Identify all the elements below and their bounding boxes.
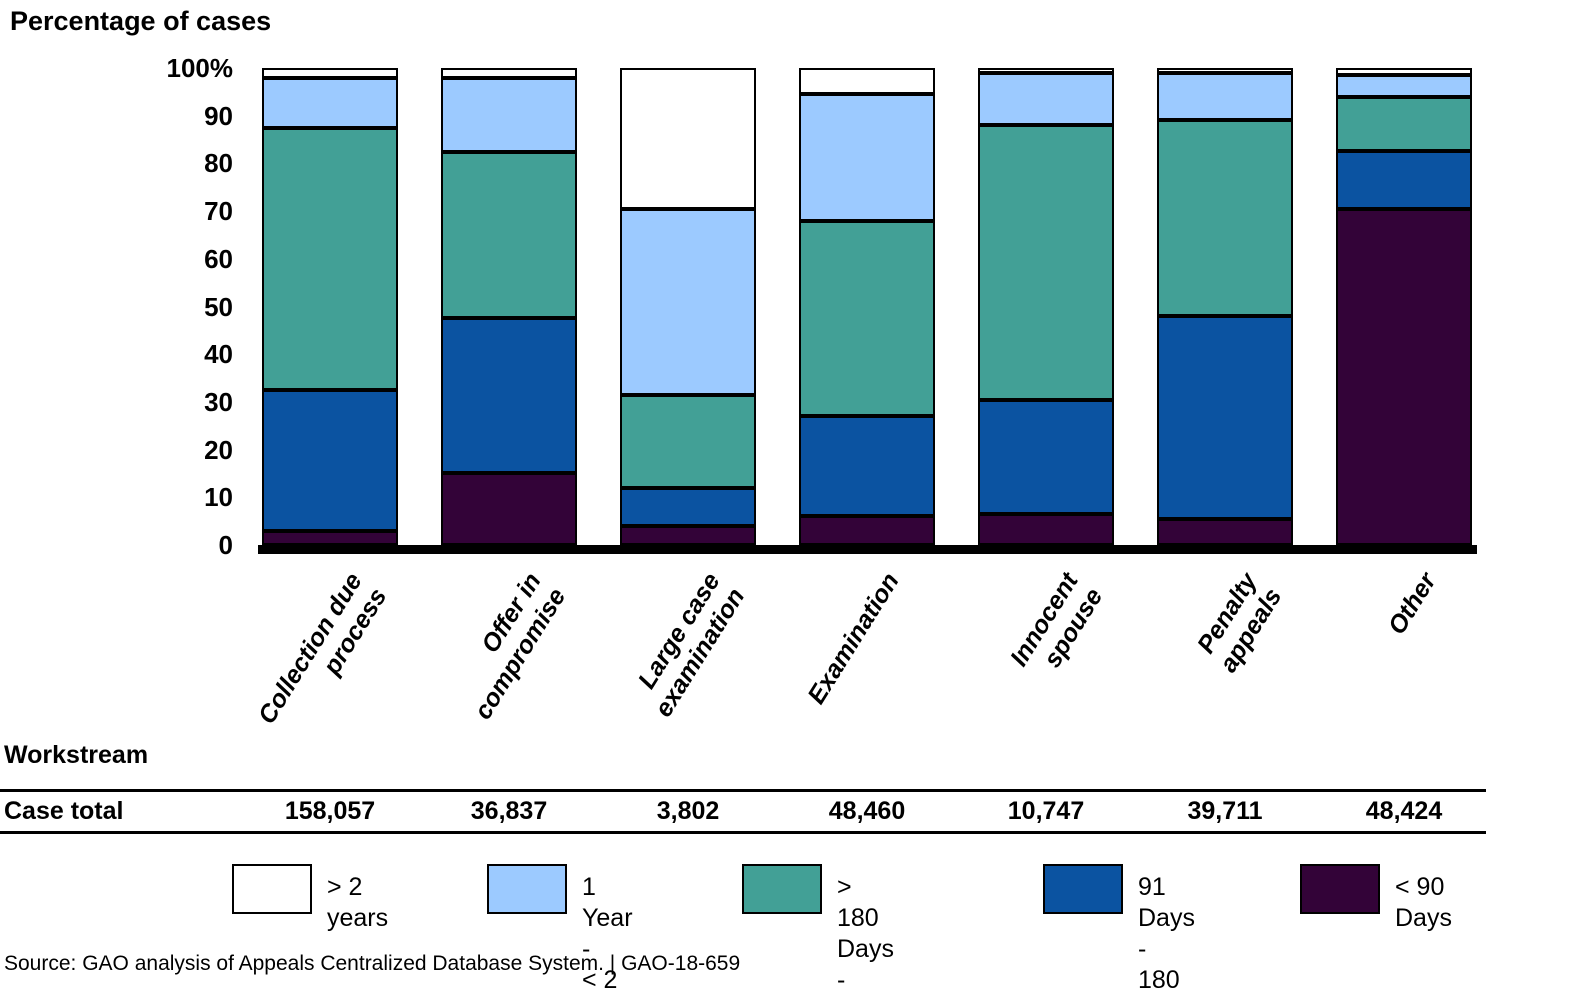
bar-segment: [262, 390, 398, 531]
bar-segment: [978, 72, 1114, 126]
bar-segment: [978, 68, 1114, 73]
legend-label: > 180 Days - 1 year: [837, 873, 894, 994]
case-total-row-header: Case total: [4, 797, 124, 825]
table-rule-top: [0, 789, 1486, 792]
x-axis-baseline: [258, 545, 1477, 554]
table-rule-bottom: [0, 831, 1486, 834]
bar-segment: [620, 525, 756, 545]
bar-segment: [799, 94, 935, 221]
y-tick-label: 10: [204, 482, 233, 513]
legend-label: 1 Year - < 2 years: [582, 873, 633, 994]
bar-segment: [620, 68, 756, 209]
bar-segment: [978, 399, 1114, 514]
bar-segment: [262, 127, 398, 390]
bar-segment: [441, 318, 577, 474]
bar-segment: [441, 77, 577, 152]
bar-segment: [1336, 75, 1472, 97]
bar-segment: [799, 68, 935, 95]
y-tick-label: 90: [204, 100, 233, 131]
case-total-value: 39,711: [1187, 797, 1263, 825]
bar-segment: [620, 208, 756, 395]
legend-label: > 2 years: [327, 873, 389, 932]
case-total-value: 36,837: [470, 797, 548, 825]
bar-segment: [262, 77, 398, 128]
bar-segment: [441, 68, 577, 78]
bar-segment: [978, 125, 1114, 400]
bar-segment: [262, 530, 398, 545]
bar-segment: [978, 514, 1114, 545]
bar-segment: [620, 394, 756, 488]
y-tick-label: 50: [204, 291, 233, 322]
bar-segment: [1336, 96, 1472, 152]
legend-label: 91 Days - 180 days: [1138, 873, 1195, 994]
case-total-value: 48,424: [1365, 797, 1443, 825]
legend-label: < 90 Days: [1395, 873, 1452, 932]
chart-title: Percentage of cases: [10, 6, 272, 36]
bar-segment: [1157, 316, 1293, 519]
bar-1: [262, 68, 398, 545]
y-tick-label: 60: [204, 243, 233, 274]
case-total-value: 48,460: [828, 797, 906, 825]
bar-segment: [1336, 151, 1472, 209]
y-tick-label: 100%: [166, 53, 234, 83]
legend-swatch: [1043, 864, 1123, 914]
y-tick-label: 70: [204, 196, 233, 227]
y-tick-label: 20: [204, 434, 233, 465]
bar-segment: [1157, 518, 1293, 545]
bar-6: [1157, 68, 1293, 545]
bar-2: [441, 68, 577, 545]
case-total-value: 158,057: [284, 797, 376, 825]
bar-segment: [1157, 72, 1293, 121]
source-note: Source: GAO analysis of Appeals Centrali…: [4, 952, 741, 975]
plot-area: [262, 68, 1472, 545]
bar-5: [978, 68, 1114, 545]
y-tick-label: 0: [218, 530, 233, 560]
bar-segment: [799, 220, 935, 417]
bar-segment: [799, 516, 935, 545]
bar-segment: [262, 68, 398, 78]
x-axis-title: Workstream: [4, 741, 149, 769]
y-tick-label: 80: [204, 148, 233, 179]
bar-segment: [1157, 120, 1293, 317]
bar-segment: [1157, 68, 1293, 73]
case-total-value: 3,802: [656, 797, 720, 825]
legend-swatch: [487, 864, 567, 914]
y-tick-label: 30: [204, 386, 233, 417]
bar-segment: [799, 416, 935, 517]
bar-4: [799, 68, 935, 545]
bar-segment: [441, 151, 577, 319]
bar-3: [620, 68, 756, 545]
bar-segment: [620, 487, 756, 526]
bar-7: [1336, 68, 1472, 545]
bar-segment: [1336, 68, 1472, 76]
legend-swatch: [232, 864, 312, 914]
y-tick-label: 40: [204, 339, 233, 370]
case-total-value: 10,747: [1007, 797, 1085, 825]
bar-segment: [1336, 208, 1472, 545]
legend-swatch: [1300, 864, 1380, 914]
legend-swatch: [742, 864, 822, 914]
bar-segment: [441, 473, 577, 545]
